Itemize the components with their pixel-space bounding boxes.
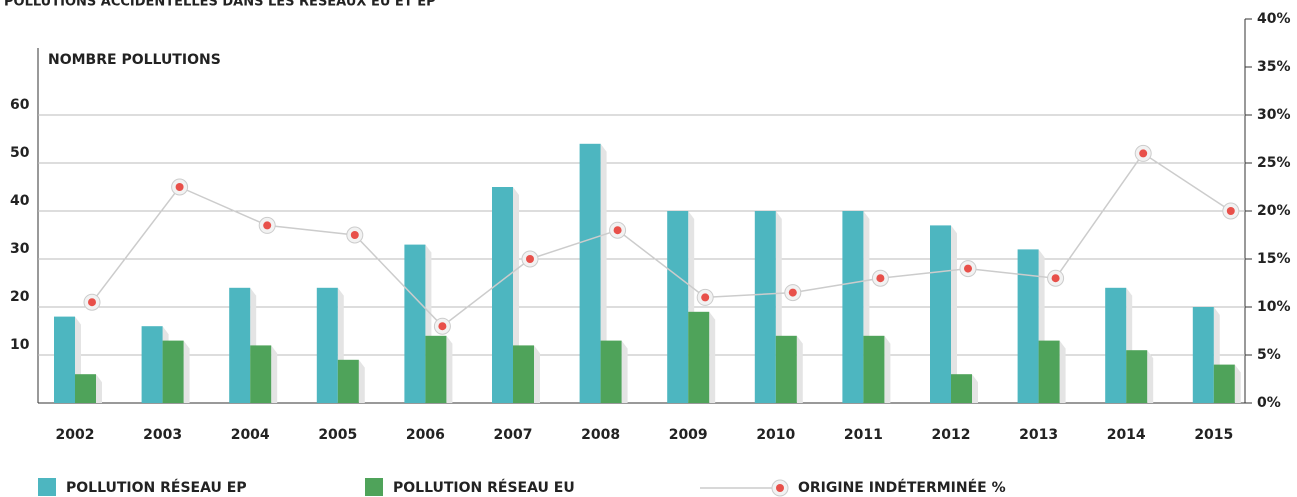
point (263, 221, 272, 230)
bar (513, 345, 534, 403)
bar-shadow (358, 359, 365, 403)
bar (1038, 340, 1060, 403)
bar (229, 287, 251, 403)
bar (75, 374, 96, 403)
bar-shadow (534, 345, 540, 403)
point (350, 231, 359, 239)
legend-label: POLLUTION RÉSEAU EU (393, 479, 575, 496)
y-tick-label: 60 (10, 97, 30, 113)
bar-shadow (709, 311, 716, 403)
point (613, 226, 622, 235)
point (964, 264, 972, 273)
line (91, 152, 1232, 328)
bar (404, 244, 426, 403)
y-axis-label: NOMBRE POLLUTIONS (48, 52, 221, 68)
bar-shadow (1234, 364, 1241, 403)
y-tick-label: 20 (10, 289, 30, 305)
point (788, 288, 797, 297)
bar-shadow (1147, 350, 1154, 403)
bar (667, 211, 689, 403)
y2-tick-label: 10% (1257, 299, 1291, 315)
bar (1192, 307, 1214, 403)
y-tick-label: 40 (10, 193, 30, 209)
y2-tick-label: 0% (1257, 395, 1281, 411)
bar (54, 316, 75, 403)
bar (1126, 350, 1148, 403)
point (1139, 149, 1148, 158)
x-tick-label: 2005 (318, 427, 357, 443)
bar (754, 211, 776, 403)
point (526, 255, 534, 263)
y2-tick-label: 30% (1257, 107, 1291, 123)
bar (951, 374, 972, 403)
bar (141, 326, 163, 403)
bar (600, 340, 622, 403)
x-tick-label: 2008 (581, 427, 620, 443)
x-tick-label: 2004 (231, 427, 270, 443)
y-tick-label: 50 (10, 145, 30, 161)
x-tick-label: 2002 (56, 427, 95, 443)
bar-shadow (183, 340, 190, 403)
bar (688, 311, 710, 403)
legend-swatch (365, 478, 383, 496)
x-tick-label: 2012 (932, 427, 971, 443)
bar (775, 335, 797, 403)
bar (930, 225, 951, 403)
x-tick-label: 2009 (669, 427, 708, 443)
y-tick-label: 10 (10, 337, 30, 353)
bar (1213, 364, 1235, 403)
point (438, 322, 447, 331)
point (1226, 207, 1235, 215)
x-tick-label: 2015 (1194, 427, 1233, 443)
y2-tick-label: 20% (1257, 203, 1291, 219)
point (1051, 274, 1060, 283)
y2-tick-label: 40% (1257, 11, 1291, 27)
bar-shadow (621, 340, 628, 403)
point (701, 293, 710, 302)
bar-shadow (96, 374, 102, 403)
bar-shadow (1059, 340, 1066, 403)
legend-swatch (38, 478, 56, 496)
legend-label: ORIGINE INDÉTERMINÉE % (798, 479, 1006, 496)
x-tick-label: 2006 (406, 427, 445, 443)
bar (863, 335, 885, 403)
bar (425, 335, 447, 403)
legend-dot (776, 484, 784, 492)
bar (316, 287, 338, 403)
point (876, 274, 885, 283)
bar (492, 187, 513, 403)
y2-tick-label: 15% (1257, 251, 1291, 267)
x-tick-label: 2007 (494, 427, 533, 443)
x-tick-label: 2013 (1019, 427, 1058, 443)
x-tick-label: 2010 (756, 427, 795, 443)
bar (579, 143, 601, 404)
bar-shadow (884, 335, 891, 403)
x-tick-label: 2003 (143, 427, 182, 443)
bar (1017, 249, 1039, 403)
x-tick-label: 2014 (1107, 427, 1146, 443)
bar (250, 345, 272, 403)
chart-title: POLLUTIONS ACCIDENTELLES DANS LES RÉSEAU… (4, 0, 436, 10)
bar-shadow (972, 374, 978, 403)
legend-label: POLLUTION RÉSEAU EP (66, 479, 247, 496)
bar (1105, 287, 1127, 403)
x-tick-label: 2011 (844, 427, 883, 443)
bar-shadow (796, 335, 803, 403)
bar-shadow (446, 335, 453, 403)
y2-tick-label: 35% (1257, 59, 1291, 75)
y2-tick-label: 5% (1257, 347, 1281, 363)
bar-shadow (600, 143, 607, 404)
bar (162, 340, 184, 403)
y-tick-label: 30 (10, 241, 30, 257)
bar (842, 211, 864, 403)
point (88, 298, 96, 307)
bar-shadow (271, 345, 278, 403)
point (175, 183, 184, 191)
y2-tick-label: 25% (1257, 155, 1291, 171)
bar (337, 359, 359, 403)
